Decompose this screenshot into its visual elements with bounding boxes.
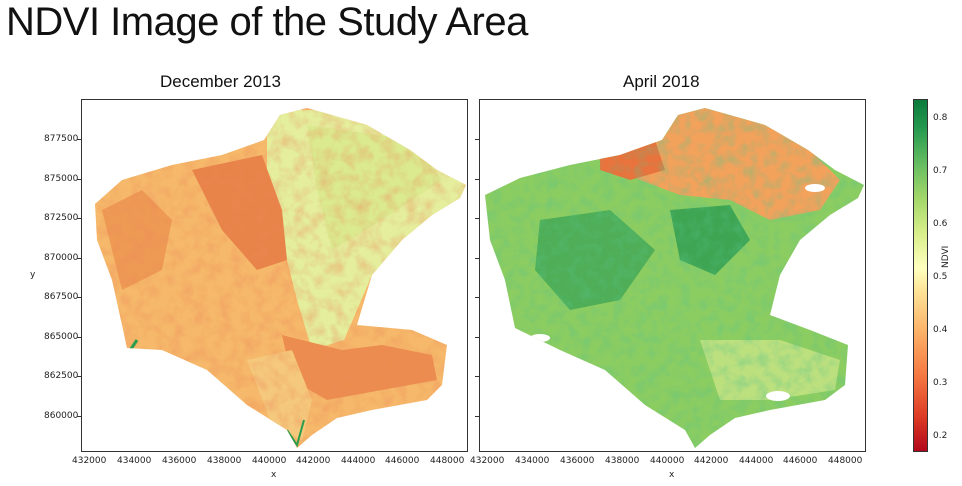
colorbar-tick-label: 0.4 bbox=[933, 325, 948, 335]
colorbar-tick-label: 0.8 bbox=[933, 113, 948, 123]
colorbar-tick-label: 0.2 bbox=[933, 431, 948, 441]
x-tick-label: 434000 bbox=[117, 456, 152, 466]
x-tick-label: 444000 bbox=[739, 456, 774, 466]
panel-title-left: December 2013 bbox=[160, 72, 281, 91]
x-tick-label: 442000 bbox=[694, 456, 729, 466]
slide-title: NDVI Image of the Study Area bbox=[6, 0, 528, 44]
colorbar-tick-label: 0.7 bbox=[933, 166, 948, 176]
colorbar-tick-label: 0.6 bbox=[933, 219, 948, 229]
y-tick-label: 875000 bbox=[44, 174, 79, 184]
x-tick-label: 438000 bbox=[207, 456, 242, 466]
y-tick-label: 865000 bbox=[44, 332, 79, 342]
map-panel-december-2013 bbox=[81, 99, 468, 452]
ndvi-colorbar bbox=[913, 99, 928, 452]
x-tick-label: 432000 bbox=[72, 456, 107, 466]
x-tick-label: 434000 bbox=[515, 456, 550, 466]
colorbar-label: NDVI bbox=[941, 245, 951, 268]
x-tick-label: 442000 bbox=[296, 456, 331, 466]
x-tick-label: 446000 bbox=[783, 456, 818, 466]
x-axis-label-right: x bbox=[669, 470, 675, 480]
colorbar-tick-label: 0.3 bbox=[933, 378, 948, 388]
y-tick-label: 862500 bbox=[44, 371, 79, 381]
x-tick-label: 440000 bbox=[252, 456, 287, 466]
x-tick-label: 438000 bbox=[605, 456, 640, 466]
ndvi-map-december-2013 bbox=[95, 108, 466, 448]
x-tick-label: 448000 bbox=[828, 456, 863, 466]
x-tick-label: 432000 bbox=[470, 456, 505, 466]
x-tick-label: 436000 bbox=[560, 456, 595, 466]
x-tick-label: 440000 bbox=[650, 456, 685, 466]
ndvi-map-april-2018 bbox=[485, 108, 864, 448]
panel-title-right: April 2018 bbox=[623, 72, 700, 91]
x-tick-label: 436000 bbox=[162, 456, 197, 466]
y-tick-label: 870000 bbox=[44, 253, 79, 263]
y-tick-label: 860000 bbox=[44, 411, 79, 421]
x-tick-label: 444000 bbox=[341, 456, 376, 466]
x-tick-label: 446000 bbox=[385, 456, 420, 466]
map-panel-april-2018 bbox=[479, 99, 866, 452]
x-axis-label-left: x bbox=[271, 470, 277, 480]
y-tick-label: 872500 bbox=[44, 213, 79, 223]
colorbar-tick-label: 0.5 bbox=[933, 272, 948, 282]
y-tick-label: 867500 bbox=[44, 292, 79, 302]
x-tick-label: 448000 bbox=[430, 456, 465, 466]
y-tick-label: 877500 bbox=[44, 134, 79, 144]
y-axis-label: y bbox=[30, 270, 36, 280]
